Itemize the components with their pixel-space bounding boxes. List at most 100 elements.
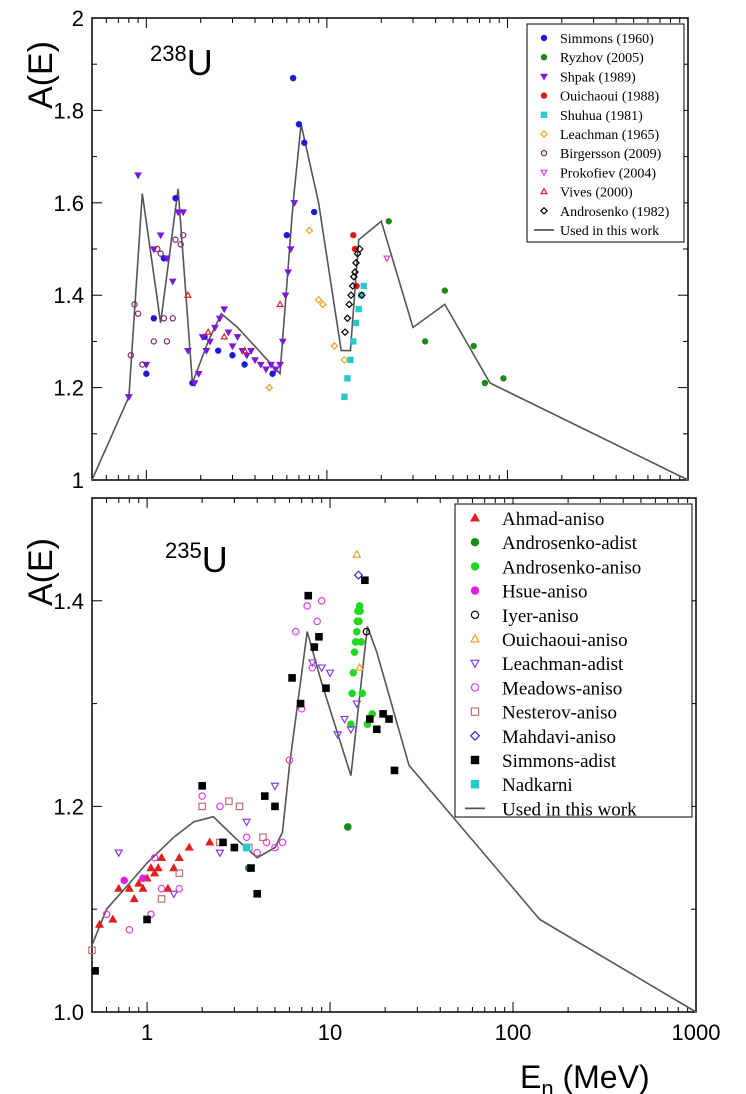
data-point-androsenko-aniso bbox=[357, 638, 366, 646]
legend-label-prokofiev-2004: Prokofiev (2004) bbox=[560, 166, 656, 181]
data-point-ryzhov-2005 bbox=[441, 287, 449, 294]
data-point-shpak-1989 bbox=[211, 324, 219, 332]
data-point-vives-2000 bbox=[204, 327, 213, 335]
data-point-simmons-1960 bbox=[143, 370, 150, 377]
data-point-birgersson-2009 bbox=[139, 361, 146, 368]
data-point-meadows-aniso bbox=[253, 848, 262, 857]
data-point-shpak-1989 bbox=[198, 334, 207, 341]
series-meadows-aniso bbox=[102, 596, 326, 934]
data-point-shuhua-1981 bbox=[341, 393, 348, 401]
data-point-meadows-aniso bbox=[285, 756, 294, 764]
data-point-simmons-adist bbox=[296, 699, 305, 708]
data-point-ahmad-aniso bbox=[205, 837, 215, 846]
legend-marker-androsenko-aniso bbox=[470, 562, 480, 571]
legend-label-nesterov-aniso: Nesterov-aniso bbox=[502, 703, 617, 724]
data-point-shpak-1989 bbox=[184, 347, 192, 355]
data-point-leachman-1965 bbox=[305, 226, 314, 235]
data-point-nesterov-aniso bbox=[157, 895, 166, 903]
data-point-vives-2000 bbox=[240, 346, 249, 354]
panel-u235: 1.0 1.2 1.4 1 10 100 1000 A(E) 235U Ahmad-ani… bbox=[22, 497, 721, 1094]
data-point-meadows-aniso bbox=[147, 910, 155, 919]
data-point-simmons-adist bbox=[261, 792, 269, 800]
data-point-shpak-1989 bbox=[163, 255, 171, 263]
x-tick-label: 1000 bbox=[672, 1020, 721, 1045]
legend-marker-androsenko-adist bbox=[470, 538, 480, 547]
data-point-simmons-adist bbox=[271, 802, 279, 811]
legend-label-nadkarni: Nadkarni bbox=[502, 775, 573, 796]
data-point-meadows-aniso bbox=[278, 838, 287, 847]
data-point-simmons-1960 bbox=[310, 208, 318, 216]
data-point-hsue-aniso bbox=[139, 874, 147, 883]
data-point-ryzhov-2005 bbox=[385, 218, 392, 225]
data-point-shpak-1989 bbox=[256, 361, 265, 369]
data-point-androsenko-aniso bbox=[356, 607, 364, 615]
data-point-leachman-adist bbox=[317, 664, 327, 673]
legend-label-shpak-1989: Shpak (1989) bbox=[560, 70, 636, 85]
data-point-leachman-1965 bbox=[318, 300, 327, 309]
legend-entry-hsue-aniso: Hsue-aniso bbox=[470, 582, 587, 603]
data-point-ahmad-aniso bbox=[163, 883, 173, 892]
legend-label-iyer-aniso: Iyer-aniso bbox=[502, 606, 579, 627]
legend-label-shuhua-1981: Shuhua (1981) bbox=[560, 109, 643, 124]
data-point-shpak-1989 bbox=[179, 209, 188, 217]
y-tick-label: 1.4 bbox=[53, 589, 84, 614]
series-androsenko-aniso bbox=[347, 602, 377, 728]
data-point-meadows-aniso bbox=[242, 833, 251, 842]
data-points-top bbox=[124, 74, 507, 402]
data-point-meadows-aniso bbox=[198, 792, 206, 800]
data-point-simmons-1960 bbox=[172, 194, 179, 202]
legend-marker-hsue-aniso bbox=[470, 586, 480, 595]
data-point-ahmad-aniso bbox=[184, 842, 194, 851]
legend-bottom: Ahmad-aniso Androsenko-adist Androsenko-an… bbox=[454, 503, 693, 820]
isotope-symbol-bottom: U bbox=[202, 539, 228, 580]
legend-entry-ouichaoui-aniso: Ouichaoui-aniso bbox=[470, 630, 628, 651]
data-point-androsenko-1982 bbox=[341, 328, 349, 337]
data-points-bottom bbox=[88, 549, 399, 975]
data-point-leachman-1965 bbox=[314, 295, 323, 304]
data-point-leachman-adist bbox=[169, 890, 179, 899]
legend-top: Simmons (1960) Ryzhov (2005) Shpak (1989) O… bbox=[526, 23, 685, 243]
legend-entry-leachman-adist: Leachman-adist bbox=[470, 654, 624, 675]
data-point-ouichaoui-aniso bbox=[355, 662, 365, 671]
legend-marker-simmons-1960 bbox=[540, 34, 548, 42]
data-point-simmons-adist bbox=[315, 632, 323, 641]
data-point-androsenko-1982 bbox=[352, 258, 361, 267]
legend-marker-prokofiev-2004 bbox=[540, 169, 548, 177]
x-axis-title: En (MeV) bbox=[520, 1059, 650, 1094]
data-point-vives-2000 bbox=[220, 332, 229, 340]
series-ryzhov-2005 bbox=[385, 218, 507, 387]
legend-entry-ouichaoui-1988: Ouichaoui (1988) bbox=[540, 90, 659, 105]
data-point-ryzhov-2005 bbox=[421, 338, 429, 345]
x-tick-labels-bottom: 1 10 100 1000 bbox=[141, 1020, 721, 1045]
data-point-simmons-1960 bbox=[283, 231, 291, 239]
legend-entry-iyer-aniso: Iyer-aniso bbox=[470, 606, 579, 627]
data-point-shpak-1989 bbox=[124, 394, 133, 402]
legend-label-hsue-aniso: Hsue-aniso bbox=[502, 582, 587, 603]
data-point-meadows-aniso bbox=[292, 627, 300, 636]
legend-label-androsenko-aniso: Androsenko-aniso bbox=[502, 557, 641, 578]
isotope-symbol-top: U bbox=[187, 42, 213, 83]
data-point-nesterov-aniso bbox=[88, 946, 96, 955]
series-ahmad-aniso bbox=[95, 837, 215, 928]
data-point-birgersson-2009 bbox=[172, 236, 179, 243]
legend-box-top bbox=[526, 23, 685, 243]
data-point-meadows-aniso bbox=[102, 910, 111, 919]
legend-entry-leachman-1965: Leachman (1965) bbox=[540, 128, 659, 143]
data-point-nesterov-aniso bbox=[198, 802, 206, 811]
data-point-ahmad-aniso bbox=[169, 863, 179, 872]
data-point-leachman-1965 bbox=[265, 383, 274, 392]
data-point-androsenko-aniso bbox=[347, 720, 355, 728]
series-iyer-aniso bbox=[230, 627, 371, 852]
data-point-shpak-1989 bbox=[228, 343, 237, 351]
y-tick-label: 1.2 bbox=[53, 376, 84, 401]
legend-marker-nadkarni bbox=[470, 779, 480, 789]
data-point-birgersson-2009 bbox=[177, 241, 184, 248]
legend-marker-nesterov-aniso bbox=[470, 707, 480, 716]
legend-entry-shpak-1989: Shpak (1989) bbox=[540, 70, 636, 85]
data-point-shpak-1989 bbox=[134, 172, 142, 180]
series-nesterov-aniso bbox=[88, 797, 267, 955]
legend-box bbox=[454, 503, 693, 818]
y-tick-label: 1.0 bbox=[53, 1000, 84, 1025]
data-point-vives-2000 bbox=[276, 300, 284, 308]
legend-label-ryzhov-2005: Ryzhov (2005) bbox=[560, 51, 644, 66]
